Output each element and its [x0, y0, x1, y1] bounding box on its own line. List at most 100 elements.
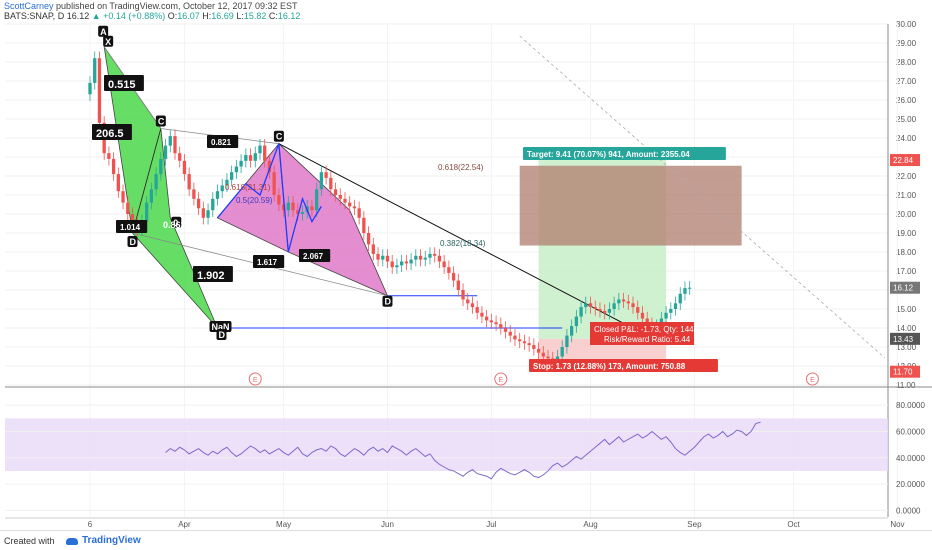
candle-body — [163, 145, 168, 159]
candle-body — [314, 189, 319, 211]
ratio-label-bg — [193, 266, 233, 282]
candle-body — [220, 185, 224, 192]
candle-body — [593, 307, 597, 309]
candle-body — [258, 145, 262, 154]
candle-body — [244, 155, 248, 161]
candle-body — [187, 174, 191, 190]
y-tick-label: 30.00 — [896, 20, 917, 29]
price-label-bg — [890, 365, 920, 378]
price-label-bg — [890, 281, 920, 294]
candle-body — [362, 217, 366, 233]
candle-body — [612, 303, 616, 309]
candle-body — [631, 303, 635, 308]
tradingview-brand[interactable]: TradingView — [82, 535, 141, 546]
point-label-bg — [209, 321, 232, 332]
candle-body — [253, 153, 257, 161]
point-label-bg — [216, 329, 227, 340]
published-text: published on TradingView.com, October 12… — [56, 1, 298, 11]
point-label-bg — [127, 236, 138, 247]
point-label: C — [276, 132, 283, 142]
ratio-label: 1.902 — [197, 270, 225, 282]
candle-body — [324, 172, 328, 178]
candle-body — [296, 210, 300, 214]
candle-body — [371, 244, 375, 254]
point-label: D — [384, 297, 391, 307]
point-label-bg — [103, 35, 114, 47]
author-link[interactable]: ScottCarney — [4, 1, 54, 11]
candle-body — [428, 253, 432, 258]
candle-body — [423, 257, 427, 260]
ohlc-legend: BATS:SNAP, D 16.12 ▲ +0.14 (+0.88%) O:16… — [4, 11, 300, 21]
open-value: 16.07 — [177, 11, 200, 21]
symbol-label[interactable]: BATS:SNAP, D — [4, 11, 65, 21]
point-label-bg — [155, 115, 166, 127]
fib-label: 0.5(20.59) — [236, 196, 273, 205]
close-label: C: — [268, 11, 278, 21]
fib-label: 0.382(18.34) — [440, 239, 486, 248]
candle-body — [206, 210, 210, 218]
chart-canvas[interactable]: 30.0029.0028.0027.0026.0025.0024.0023.00… — [0, 0, 932, 530]
ratio-label: 0.515 — [108, 79, 136, 91]
price-label: 13.43 — [893, 335, 914, 344]
stop-label: Stop: 1.73 (12.88%) 173, Amount: 750.88 — [533, 362, 686, 371]
candle-body — [281, 204, 286, 211]
candle-body — [678, 293, 682, 304]
candle-body — [149, 189, 154, 203]
last-price: 16.12 — [66, 11, 90, 21]
candle-body — [579, 307, 583, 317]
tradingview-logo-icon — [66, 538, 78, 545]
candle-body — [263, 145, 267, 161]
earnings-marker — [248, 372, 262, 386]
candle-body — [645, 318, 649, 325]
candle-body — [88, 82, 92, 95]
candle-body — [433, 253, 437, 256]
y-tick-label: 15.00 — [896, 305, 917, 314]
y-tick-label: 13.00 — [896, 343, 917, 352]
point-label: A — [100, 27, 107, 37]
candle-body — [527, 343, 531, 346]
y-tick-label: 14.00 — [896, 324, 917, 333]
ratio-label: 2.067 — [303, 252, 324, 261]
x-tick-label: Apr — [178, 520, 191, 529]
candle-body — [390, 261, 394, 268]
price-label: 16.12 — [893, 284, 914, 293]
candle-body — [404, 261, 409, 264]
chart-header: ScottCarney published on TradingView.com… — [0, 0, 932, 22]
candle-body — [626, 301, 630, 304]
ratio-label-bg — [92, 124, 132, 140]
candle-body — [683, 288, 687, 294]
open-label: O: — [167, 11, 178, 21]
ratio-label-bg — [116, 220, 148, 233]
candle-body — [130, 214, 135, 224]
y-tick-label: 27.00 — [896, 77, 917, 86]
candle-body — [536, 348, 541, 353]
candle-body — [489, 320, 494, 323]
publish-info: ScottCarney published on TradingView.com… — [4, 1, 298, 11]
candle-body — [518, 339, 522, 342]
point-label: D — [218, 330, 225, 340]
point-label: NaN — [211, 322, 229, 332]
candle-body — [154, 174, 158, 190]
ratio-label-bg — [253, 255, 285, 268]
candle-body — [300, 212, 305, 214]
candle-body — [418, 255, 423, 260]
ratio-label: 1.014 — [120, 223, 141, 232]
price-change: ▲ +0.14 (+0.88%) — [91, 11, 166, 21]
candle-body — [475, 307, 479, 313]
x-tick-label: May — [276, 520, 291, 529]
point-label-bg — [382, 295, 393, 307]
candle-body — [291, 202, 295, 211]
candle-body — [442, 261, 446, 268]
candle-body — [178, 153, 182, 161]
candle-body — [466, 299, 470, 304]
x-tick-label: Jul — [486, 520, 496, 529]
rsi-tick-label: 20.0000 — [896, 480, 925, 489]
candle-body — [173, 136, 177, 154]
candle-body — [636, 307, 640, 313]
candle-body — [329, 177, 333, 190]
candle-body — [565, 335, 569, 347]
candle-body — [584, 303, 588, 308]
rsi-tick-label: 60.0000 — [896, 427, 925, 436]
candle-body — [230, 172, 234, 180]
point-label: X — [105, 37, 111, 47]
